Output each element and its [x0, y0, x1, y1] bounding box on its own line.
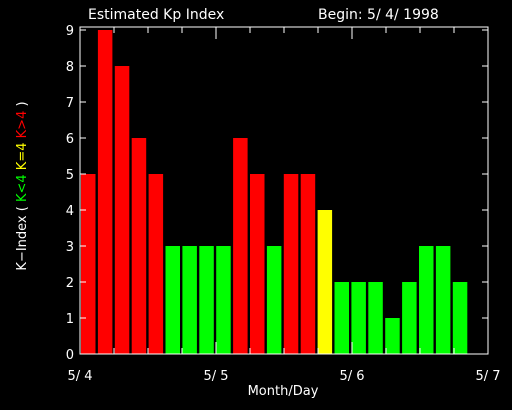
y-tick-label: 2	[66, 276, 74, 291]
x-tick-label: 5/ 6	[339, 369, 364, 384]
kp-bar	[266, 246, 282, 354]
chart-title: Estimated Kp Index	[88, 7, 224, 23]
kp-bar	[368, 282, 383, 354]
kp-bar	[182, 246, 197, 354]
kp-bar	[283, 174, 299, 354]
begin-date-label: Begin: 5/ 4/ 1998	[318, 7, 439, 23]
kp-bar	[97, 30, 113, 354]
kp-bar	[81, 174, 96, 354]
y-tick-label: 5	[66, 168, 74, 183]
kp-bar	[131, 138, 147, 354]
y-axis-label-prefix: K−Index (	[15, 202, 30, 271]
y-tick-label: 6	[66, 132, 74, 147]
legend-high-label: K>4	[15, 111, 30, 139]
kp-bar	[114, 66, 130, 354]
x-tick-label: 5/ 7	[475, 369, 500, 384]
x-axis-label: Month/Day	[248, 384, 319, 399]
kp-bar	[385, 318, 400, 354]
y-tick-label: 0	[66, 348, 74, 363]
x-tick-label: 5/ 4	[67, 369, 92, 384]
kp-bar	[300, 174, 316, 354]
legend-equal-label: K=4	[15, 142, 30, 170]
y-axis-label: K−Index ( K<4 K=4 K>4 )	[15, 101, 30, 270]
bars-group	[81, 30, 468, 354]
legend-low-label: K<4	[15, 174, 30, 202]
kp-bar	[419, 246, 434, 354]
y-tick-label: 4	[66, 204, 74, 219]
y-axis: 0 1 2 3 4 5 6 7 8 9	[66, 24, 488, 363]
y-tick-label: 8	[66, 60, 74, 75]
y-tick-label: 3	[66, 240, 74, 255]
x-tick-label: 5/ 5	[203, 369, 228, 384]
kp-bar	[402, 282, 417, 354]
kp-bar	[216, 246, 231, 354]
kp-bar	[233, 138, 248, 354]
kp-bar	[250, 174, 265, 354]
y-tick-label: 9	[66, 24, 74, 39]
kp-bar	[435, 246, 451, 354]
kp-bar	[148, 174, 164, 354]
y-axis-label-suffix: )	[15, 101, 30, 106]
kp-bar	[165, 246, 180, 354]
kp-bar	[199, 246, 214, 354]
y-tick-label: 1	[66, 312, 74, 327]
kp-bar	[452, 282, 468, 354]
x-axis: 5/ 4 5/ 5 5/ 6 5/ 7	[67, 27, 501, 384]
kp-bar	[334, 282, 349, 354]
kp-bar	[351, 282, 366, 354]
y-tick-label: 7	[66, 96, 74, 111]
kp-bar	[317, 210, 333, 354]
